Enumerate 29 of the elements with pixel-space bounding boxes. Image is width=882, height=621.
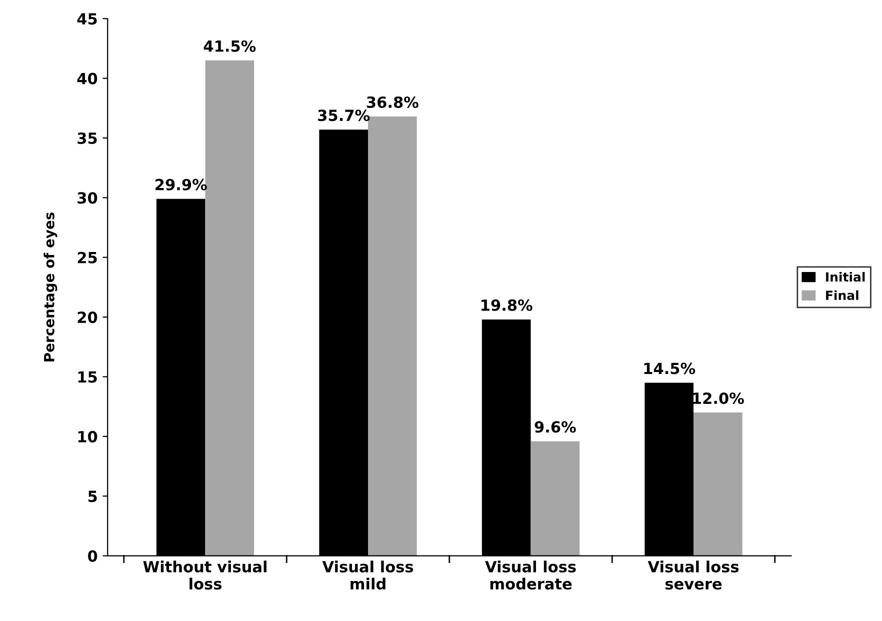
bar	[694, 412, 742, 556]
y-tick-label: 40	[77, 72, 98, 84]
y-tick-label: 5	[88, 490, 97, 502]
x-tick-label: Without visual loss	[143, 560, 266, 590]
y-tick-label: 0	[88, 550, 98, 562]
legend-label: Initial	[826, 272, 865, 282]
y-tick-label: 35	[78, 132, 97, 144]
y-tick-label: 10	[78, 430, 98, 442]
y-tick-label: 25	[78, 252, 97, 264]
data-label: 36.8%	[366, 96, 418, 108]
x-tick-label: Visual loss mild	[322, 560, 414, 590]
bar	[530, 441, 580, 556]
bar	[368, 116, 417, 556]
data-label: 29.9%	[156, 178, 207, 190]
data-label: 12.0%	[693, 392, 744, 404]
y-axis-title: Percentage of eyes	[44, 212, 58, 362]
data-label: 9.6%	[534, 421, 576, 433]
data-label: 19.8%	[482, 299, 532, 311]
x-tick-label: Visual loss severe	[648, 560, 739, 590]
data-label: 35.7%	[318, 110, 370, 122]
y-tick-label: 45	[77, 13, 97, 25]
legend-label: Final	[826, 290, 858, 300]
data-label: 14.5%	[644, 362, 696, 374]
data-label: 41.5%	[204, 40, 256, 52]
y-tick-label: 30	[78, 192, 98, 204]
x-tick-label: Visual loss moderate	[485, 560, 576, 590]
bar	[205, 60, 254, 556]
y-tick-label: 20	[78, 312, 98, 324]
y-tick-label: 15	[78, 371, 97, 383]
